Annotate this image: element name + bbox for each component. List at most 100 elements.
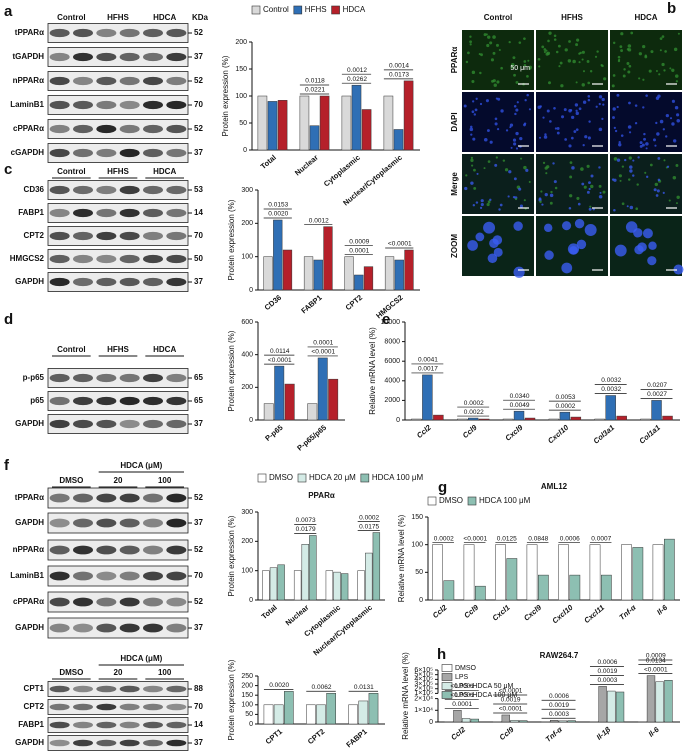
cell bbox=[574, 103, 579, 107]
blot-group: HDCA bbox=[153, 167, 176, 176]
legend-swatch bbox=[257, 473, 267, 483]
blot-group: Control bbox=[57, 167, 85, 176]
blot-group: HFHS bbox=[107, 345, 129, 354]
blot-band bbox=[119, 545, 140, 555]
x-tick-label: P-p65 bbox=[263, 423, 284, 443]
blot-band bbox=[119, 231, 140, 241]
x-tick-label: Cxcl9 bbox=[522, 602, 544, 622]
bar bbox=[550, 719, 559, 723]
cell bbox=[601, 117, 604, 121]
cell bbox=[515, 108, 519, 112]
cell bbox=[659, 119, 664, 124]
blot-band bbox=[166, 100, 187, 110]
cell bbox=[675, 202, 678, 205]
cell bbox=[475, 232, 485, 242]
kda-value: 37 bbox=[194, 148, 203, 157]
cell bbox=[541, 203, 544, 206]
cell bbox=[500, 109, 504, 113]
blot-band bbox=[143, 28, 163, 38]
bar bbox=[277, 564, 285, 601]
blot-band bbox=[49, 721, 70, 729]
cell bbox=[538, 65, 541, 68]
micrograph bbox=[536, 154, 608, 214]
cell bbox=[581, 182, 585, 186]
cell bbox=[589, 69, 593, 73]
cell bbox=[519, 137, 523, 141]
blot-band bbox=[119, 571, 140, 581]
cell bbox=[485, 33, 488, 36]
blot-band bbox=[96, 208, 117, 218]
blot-band bbox=[96, 493, 117, 503]
cell bbox=[525, 168, 529, 172]
cell bbox=[669, 117, 673, 120]
cell bbox=[555, 50, 559, 54]
blot-label: tGAPDH bbox=[12, 52, 44, 61]
p-value: 0.0019 bbox=[549, 702, 569, 709]
bar bbox=[475, 585, 486, 601]
blot-group: 100 bbox=[158, 476, 172, 485]
cell bbox=[549, 201, 553, 205]
cell bbox=[514, 112, 517, 116]
cell bbox=[671, 68, 675, 73]
blot-label: LaminB1 bbox=[10, 100, 44, 109]
cell bbox=[518, 187, 522, 191]
bar bbox=[558, 544, 569, 601]
p-value: 0.0003 bbox=[597, 677, 617, 684]
cell bbox=[578, 107, 582, 111]
cell bbox=[657, 157, 661, 160]
bar bbox=[317, 357, 328, 421]
cell bbox=[550, 190, 553, 194]
blot-band bbox=[166, 231, 187, 241]
cell bbox=[492, 51, 496, 55]
cell bbox=[495, 97, 498, 100]
x-tick-label: Cxcl11 bbox=[582, 603, 606, 625]
cell bbox=[642, 78, 645, 81]
kda-value: 37 bbox=[194, 738, 203, 747]
blot-band bbox=[143, 419, 163, 429]
blot-band bbox=[166, 493, 187, 503]
cell bbox=[483, 167, 486, 170]
kda-value: 37 bbox=[194, 419, 203, 428]
cell bbox=[590, 184, 594, 189]
chart-title: RAW264.7 bbox=[540, 651, 579, 660]
blot-band bbox=[49, 185, 70, 195]
blot-band bbox=[49, 100, 70, 110]
cell bbox=[568, 206, 572, 210]
cell bbox=[568, 144, 572, 148]
cell bbox=[490, 58, 494, 62]
cell bbox=[496, 80, 500, 84]
p-value: <0.0001 bbox=[644, 666, 668, 673]
bar bbox=[319, 95, 330, 151]
cell bbox=[554, 127, 558, 130]
blot-band bbox=[143, 185, 163, 195]
bar bbox=[404, 249, 414, 291]
cell bbox=[663, 69, 666, 72]
cell bbox=[479, 71, 482, 75]
cell bbox=[630, 31, 634, 35]
bar bbox=[601, 574, 612, 601]
y-tick-label: 0 bbox=[243, 147, 247, 154]
cell bbox=[587, 98, 591, 102]
blot-label: GAPDH bbox=[15, 277, 44, 286]
bar bbox=[357, 570, 365, 601]
cell bbox=[619, 45, 623, 49]
blot-band bbox=[96, 623, 117, 633]
cell bbox=[617, 55, 621, 59]
blot-band bbox=[49, 518, 70, 528]
cell bbox=[618, 141, 621, 144]
blot-band bbox=[143, 76, 163, 86]
cell bbox=[572, 59, 576, 64]
cell bbox=[654, 144, 657, 147]
cell bbox=[627, 70, 631, 74]
p-value: 0.0125 bbox=[497, 535, 517, 542]
cell bbox=[587, 81, 591, 85]
bar bbox=[257, 95, 268, 151]
cell bbox=[662, 128, 665, 131]
blot-band bbox=[166, 124, 187, 134]
cell bbox=[543, 48, 547, 51]
cell bbox=[637, 156, 640, 159]
cell bbox=[588, 120, 591, 123]
p-value: 0.0002 bbox=[434, 535, 454, 542]
cell bbox=[675, 163, 679, 167]
p-value: 0.0001 bbox=[452, 701, 472, 708]
